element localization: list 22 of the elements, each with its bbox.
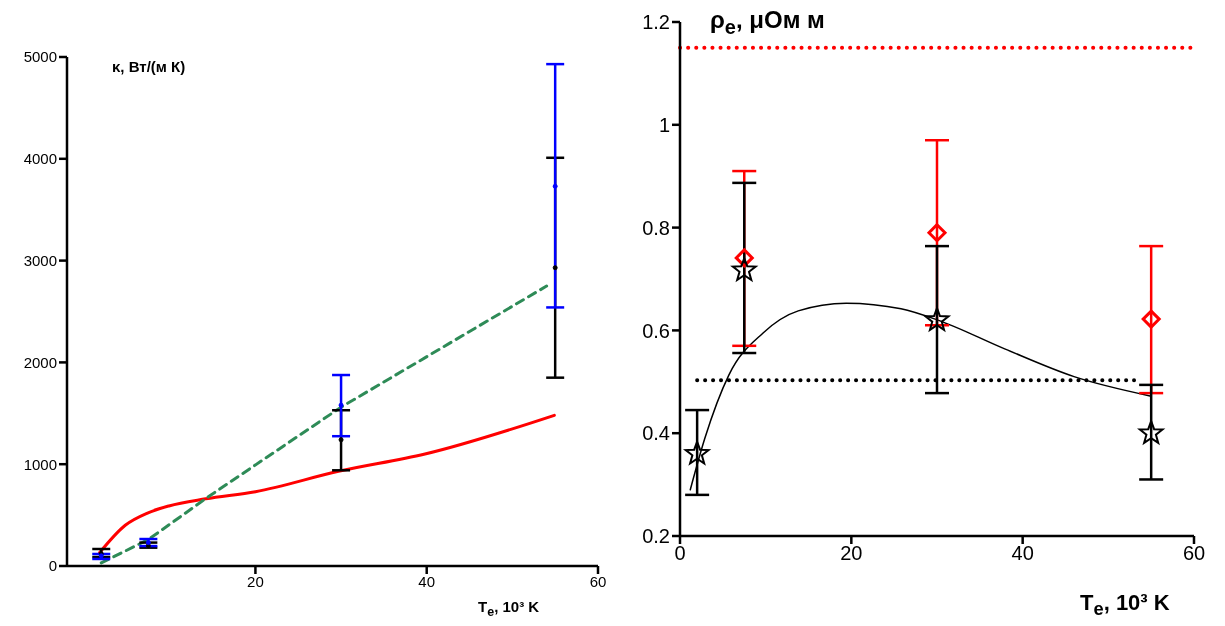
y-tick-label: 0.4	[642, 422, 670, 445]
y-tick-label: 1	[658, 113, 670, 136]
y-tick-label: 4000	[23, 150, 57, 168]
x-tick-label: 20	[247, 572, 264, 590]
x-tick-label: 40	[1011, 542, 1034, 565]
y-tick-label: 0.8	[642, 216, 670, 239]
y-tick-label: 1.2	[642, 11, 670, 34]
x-tick-label: 0	[674, 542, 686, 565]
x-tick-label: 40	[418, 572, 436, 590]
y-tick-label: 3000	[23, 251, 57, 269]
y-tick-label: 5000	[23, 48, 57, 66]
x-axis-title: T$_{e}$, 10³ K	[478, 598, 540, 619]
x-tick-label: 60	[1182, 542, 1206, 565]
x-tick-label: 60	[589, 572, 607, 590]
x-axis-title: T$_{e}$, 10³ K	[1080, 590, 1170, 621]
x-tick-label: 20	[840, 542, 863, 565]
y-tick-label: 2000	[23, 353, 57, 371]
y-axis-title: ρ$_{e}$, μОм м	[710, 6, 825, 39]
y-tick-label: 0.2	[642, 525, 670, 548]
y-tick-label: 0.6	[642, 319, 670, 342]
y-tick-label: 1000	[23, 455, 57, 473]
y-axis-title: κ, Вт/(м К)	[112, 58, 186, 75]
